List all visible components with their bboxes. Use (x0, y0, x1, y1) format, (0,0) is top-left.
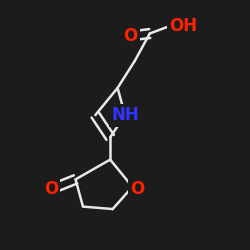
Text: O: O (130, 180, 144, 198)
Text: OH: OH (170, 17, 198, 35)
Text: O: O (123, 27, 137, 45)
Text: O: O (44, 180, 58, 198)
Text: NH: NH (111, 106, 139, 124)
